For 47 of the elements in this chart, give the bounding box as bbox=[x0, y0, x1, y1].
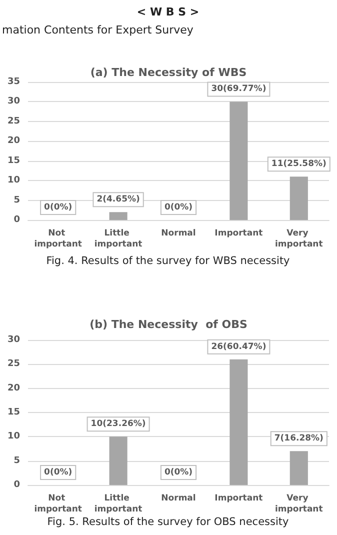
y-tick-label: 10 bbox=[7, 176, 20, 186]
data-label: 10(23.26%) bbox=[90, 419, 146, 430]
y-tick-label: 0 bbox=[14, 480, 20, 490]
bar bbox=[230, 359, 248, 485]
data-label: 30(69.77%) bbox=[211, 84, 266, 94]
bar bbox=[230, 102, 248, 220]
x-tick-label: Little important bbox=[94, 228, 142, 250]
chart-title: (a) The Necessity of WBS bbox=[90, 66, 247, 79]
y-tick-label: 5 bbox=[14, 195, 20, 206]
x-tick-label: Not important bbox=[34, 228, 82, 250]
data-label: 2(4.65%) bbox=[96, 194, 140, 205]
data-label: 0(0%) bbox=[164, 202, 193, 212]
bar bbox=[290, 451, 308, 485]
y-tick-label: 35 bbox=[7, 77, 20, 87]
text: mation Contents for Expert Survey bbox=[2, 24, 194, 36]
y-tick-label: 30 bbox=[7, 335, 20, 345]
y-tick-label: 0 bbox=[14, 215, 20, 225]
x-tick-label: Important bbox=[214, 494, 263, 504]
data-label: 26(60.47%) bbox=[211, 342, 266, 352]
y-tick-label: 15 bbox=[7, 408, 20, 418]
x-tick-label: Not important bbox=[34, 494, 82, 514]
x-tick-label: Very important bbox=[274, 228, 323, 250]
y-tick-label: 30 bbox=[7, 96, 20, 107]
x-tick-label: Important bbox=[214, 228, 263, 238]
y-tick-label: 10 bbox=[7, 432, 20, 442]
bar bbox=[290, 176, 308, 220]
bar bbox=[109, 212, 128, 220]
y-tick-label: 15 bbox=[7, 156, 20, 166]
data-label: 11(25.58%) bbox=[271, 159, 327, 170]
y-tick-label: 25 bbox=[7, 359, 20, 370]
data-label: 0(0%) bbox=[164, 468, 193, 478]
data-label: 0(0%) bbox=[44, 468, 72, 478]
y-tick-label: 20 bbox=[7, 383, 20, 394]
data-label: 7(16.28%) bbox=[274, 434, 324, 444]
chart-title: (b) The Necessity of OBS bbox=[90, 318, 248, 331]
y-tick-label: 20 bbox=[7, 136, 20, 146]
caption: Fig. 5. Results of the survey for OBS necessity bbox=[47, 516, 289, 528]
x-tick-label: Little important bbox=[94, 494, 142, 514]
y-tick-label: 25 bbox=[7, 116, 20, 126]
x-tick-label: Normal bbox=[161, 228, 196, 238]
text: < W B S > bbox=[136, 6, 200, 18]
bar bbox=[109, 436, 128, 485]
caption: Fig. 4. Results of the survey for WBS necessity bbox=[46, 255, 290, 267]
y-tick-label: 5 bbox=[14, 456, 20, 466]
x-tick-label: Very important bbox=[274, 494, 323, 514]
x-tick-label: Normal bbox=[161, 494, 196, 504]
data-label: 0(0%) bbox=[44, 202, 72, 212]
